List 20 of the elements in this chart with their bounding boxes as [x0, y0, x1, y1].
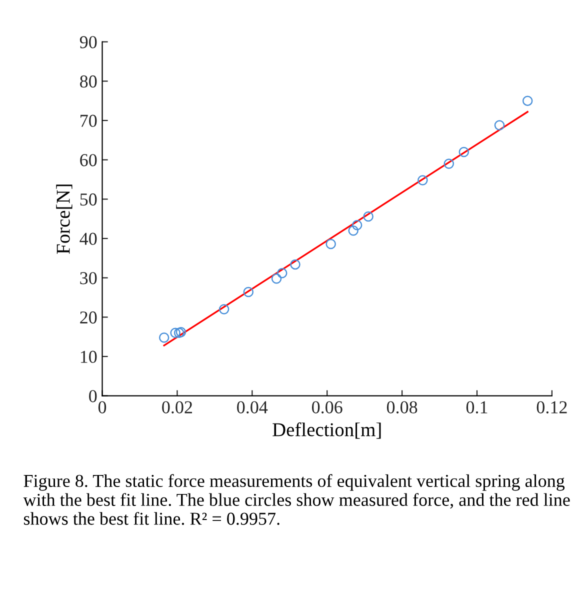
y-tick-label: 0: [89, 390, 97, 402]
x-axis-title: Deflection[m]: [272, 422, 381, 439]
x-tick-label: 0.12: [536, 401, 567, 414]
y-tick-label: 50: [80, 193, 97, 206]
x-tick-label: 0.1: [466, 401, 488, 414]
y-tick-label: 40: [80, 232, 97, 245]
x-tick-label: 0.04: [237, 401, 268, 414]
y-tick-label: 30: [80, 272, 97, 284]
x-tick-label: 0.08: [386, 401, 418, 414]
y-tick-label: 10: [80, 350, 97, 363]
y-tick-label: 60: [80, 154, 97, 166]
caption: Figure 8. The static force measurements of equivalent vertical spring along with the best fit line. The blue circles show measured force, and the red line shows the best fit line. R² = 0.9957.: [23, 474, 570, 525]
x-tick-label: 0.02: [162, 401, 192, 414]
y-tick-label: 80: [80, 75, 97, 88]
y-axis-title: Force[N]: [56, 184, 72, 254]
x-tick-label: 0.06: [312, 401, 342, 414]
y-tick-label: 90: [80, 36, 97, 48]
y-tick-label: 20: [80, 311, 97, 324]
x-tick-label: 0: [98, 401, 106, 414]
y-tick-label: 70: [80, 114, 97, 127]
